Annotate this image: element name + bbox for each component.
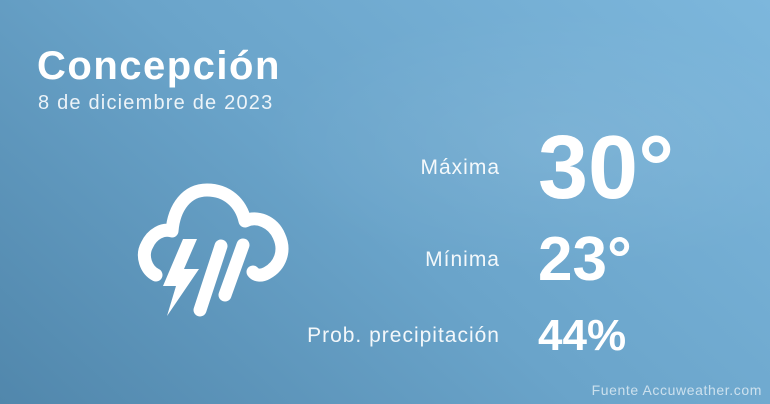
precipitation-row: Prob. precipitación 44% — [300, 302, 762, 370]
min-temp-value: 23° — [538, 225, 632, 294]
max-temp-row: Máxima 30° — [300, 120, 762, 216]
min-temp-row: Mínima 23° — [300, 214, 762, 306]
min-temp-label: Mínima — [425, 248, 500, 271]
thunderstorm-rain-icon — [137, 181, 291, 323]
precipitation-label: Prob. precipitación — [307, 324, 500, 347]
rain-streak-short — [218, 238, 250, 302]
max-temp-label: Máxima — [420, 156, 500, 179]
source-attribution: Fuente Accuweather.com — [591, 382, 762, 398]
rain-streak-long — [193, 239, 228, 317]
lightning-bolt — [163, 239, 199, 316]
date-text: 8 de diciembre de 2023 — [38, 92, 274, 114]
cloud-outline — [137, 183, 289, 282]
max-temp-value: 30° — [538, 118, 675, 218]
precipitation-value: 44% — [538, 311, 627, 360]
page-title: Concepción — [37, 44, 281, 88]
